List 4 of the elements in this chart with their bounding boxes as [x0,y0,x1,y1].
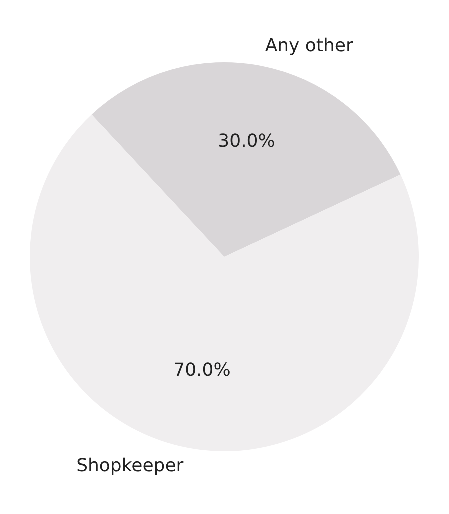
data-label: 30.0% [218,131,276,152]
slice-label: Shopkeeper [76,456,184,477]
slice-label: Any other [265,36,354,57]
data-label: 70.0% [174,360,231,382]
